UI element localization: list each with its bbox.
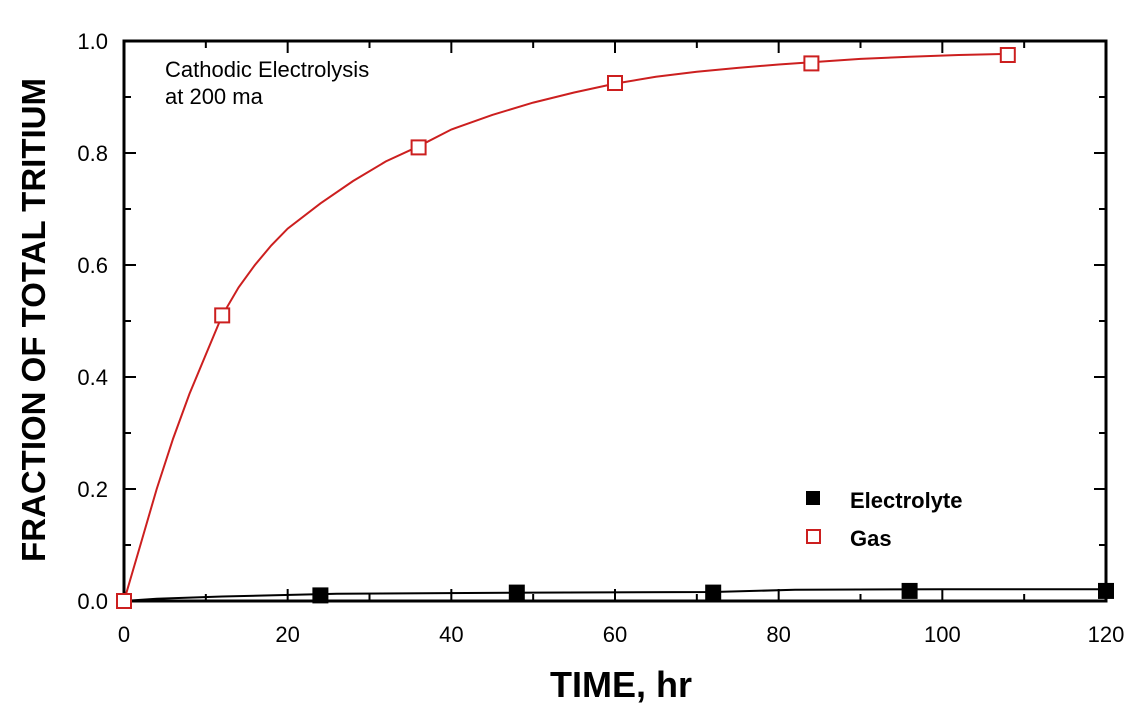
data-point-electrolyte xyxy=(901,582,918,599)
legend-label-electrolyte: Electrolyte xyxy=(850,488,963,513)
y-tick-label: 0.4 xyxy=(77,365,108,390)
legend-label-gas: Gas xyxy=(850,526,892,551)
x-tick-label: 20 xyxy=(275,622,299,647)
ticks xyxy=(123,40,1107,602)
y-tick-label: 0.6 xyxy=(77,253,108,278)
x-tick-label: 120 xyxy=(1088,622,1125,647)
x-axis-title: TIME, hr xyxy=(550,664,692,704)
y-tick-label: 0.2 xyxy=(77,477,108,502)
plot-frame xyxy=(122,39,1108,603)
tick-labels: 0 20 40 60 80 100 120 0.0 0.2 0.4 0.6 0.8 1.0 xyxy=(77,29,1124,647)
x-tick-label: 100 xyxy=(924,622,961,647)
data-point-electrolyte xyxy=(1098,582,1114,599)
data-point-gas xyxy=(410,139,427,156)
data-point-gas xyxy=(214,307,231,324)
y-tick-label: 0.0 xyxy=(77,589,108,614)
data-point-electrolyte xyxy=(508,584,525,601)
legend-marker-electrolyte xyxy=(806,491,820,505)
data-point-gas xyxy=(803,55,820,72)
annotation-line-1: Cathodic Electrolysis xyxy=(165,57,369,82)
x-tick-label: 60 xyxy=(603,622,627,647)
y-tick-label: 0.8 xyxy=(77,141,108,166)
x-tick-label: 80 xyxy=(766,622,790,647)
series-lines xyxy=(123,52,1106,602)
data-point-electrolyte xyxy=(312,587,329,604)
x-tick-label: 0 xyxy=(118,622,130,647)
legend-marker-gas xyxy=(806,529,821,544)
series-markers xyxy=(116,47,1114,609)
data-point-electrolyte xyxy=(705,584,722,601)
y-tick-label: 1.0 xyxy=(77,29,108,54)
series-line-gas xyxy=(123,52,1008,602)
series-line-electrolyte xyxy=(123,588,1106,602)
data-point-gas xyxy=(116,593,132,609)
annotation-line-2: at 200 ma xyxy=(165,84,264,109)
x-tick-label: 40 xyxy=(439,622,463,647)
data-point-gas xyxy=(607,75,623,91)
y-axis-title: FRACTION OF TOTAL TRITIUM xyxy=(15,78,52,562)
legend: Electrolyte Gas xyxy=(806,488,963,551)
data-point-gas xyxy=(999,47,1016,63)
